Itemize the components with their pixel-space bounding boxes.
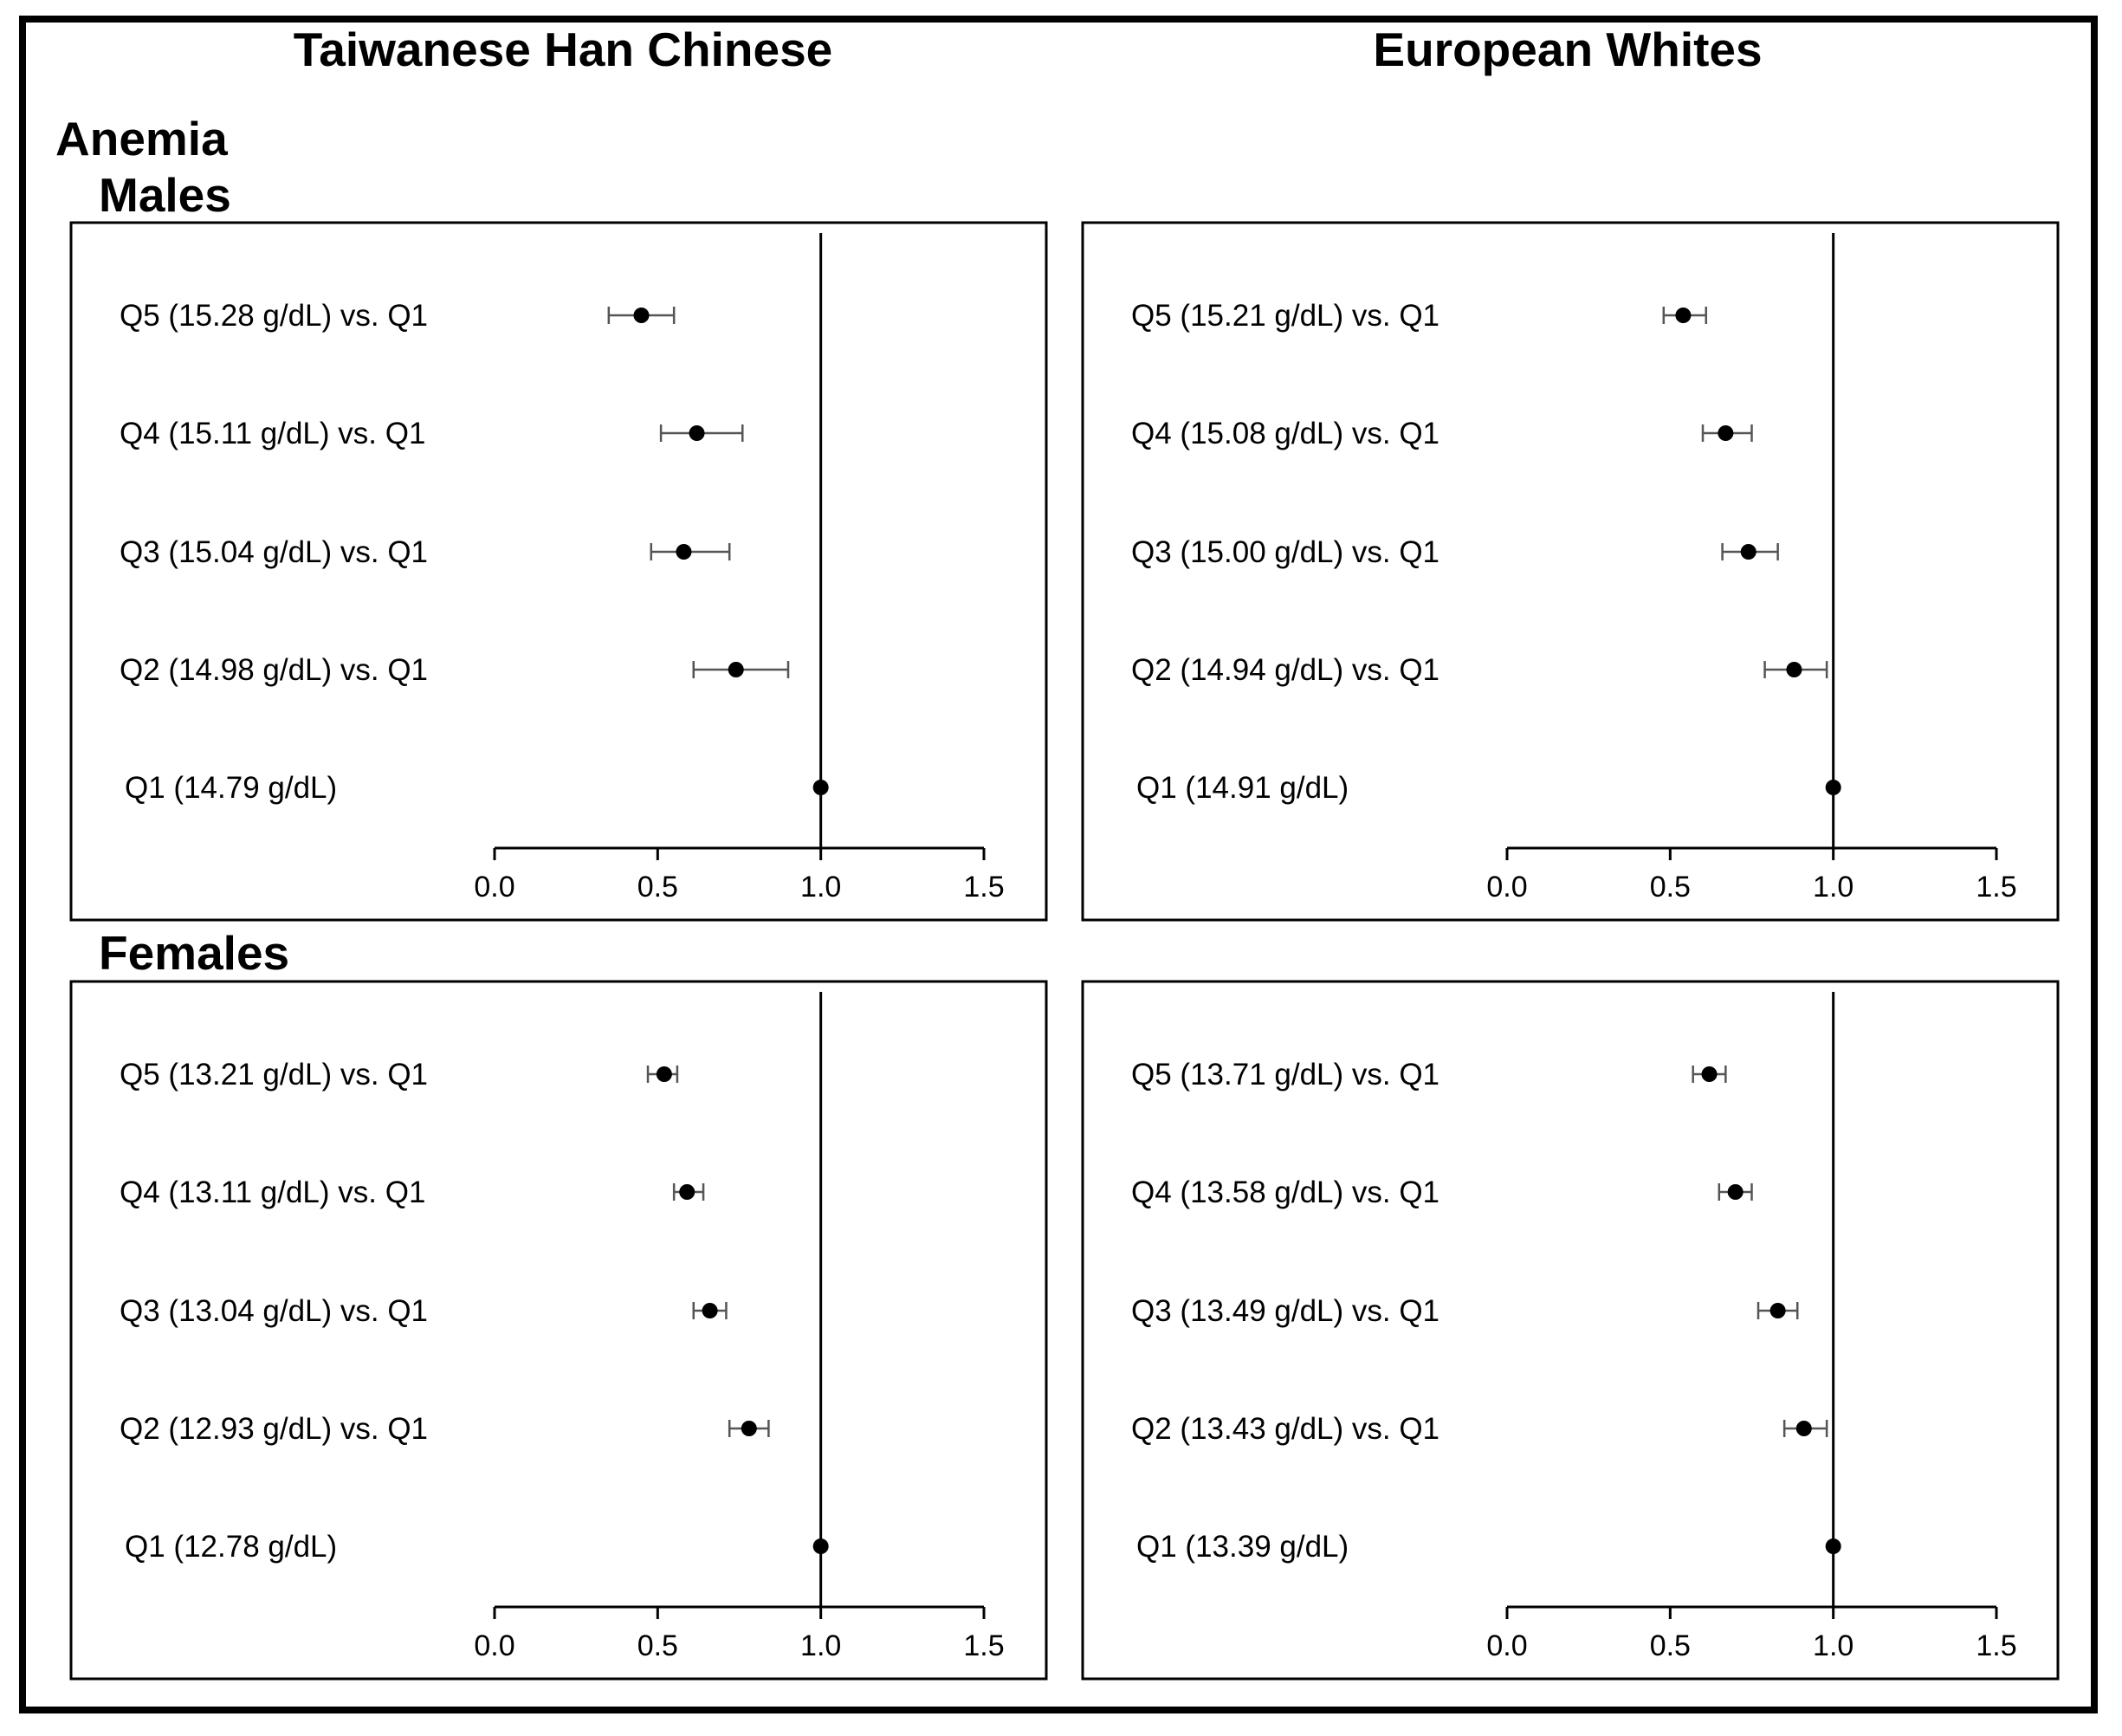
males-european-row-label: Q2 (14.94 g/dL) vs. Q1 xyxy=(1131,653,1439,687)
males-european-point xyxy=(1825,780,1841,795)
males-taiwanese-row-label: Q3 (15.04 g/dL) vs. Q1 xyxy=(120,535,428,569)
females-taiwanese-frame xyxy=(69,980,1048,1681)
males-european-point xyxy=(1675,308,1692,323)
females-european-x-tick-label: 1.5 xyxy=(1976,1629,2016,1662)
females-european-row-label: Q3 (13.49 g/dL) vs. Q1 xyxy=(1131,1294,1439,1328)
females-taiwanese-point xyxy=(656,1066,672,1082)
males-taiwanese-x-tick-label: 0.5 xyxy=(637,871,678,904)
column-title-taiwanese: Taiwanese Han Chinese xyxy=(293,23,833,76)
females-european-x-tick-label: 0.5 xyxy=(1650,1629,1691,1662)
males-european-row-label: Q4 (15.08 g/dL) vs. Q1 xyxy=(1131,417,1439,450)
females-taiwanese-row-label: Q1 (12.78 g/dL) xyxy=(125,1530,337,1564)
females-taiwanese-row-label: Q4 (13.11 g/dL) vs. Q1 xyxy=(120,1176,425,1209)
females-european-row-label: Q2 (13.43 g/dL) vs. Q1 xyxy=(1131,1412,1439,1446)
males-taiwanese-row-label: Q5 (15.28 g/dL) vs. Q1 xyxy=(120,299,428,333)
females-taiwanese-row-label: Q2 (12.93 g/dL) vs. Q1 xyxy=(120,1412,428,1446)
males-european-x-tick-label: 1.5 xyxy=(1976,871,2016,904)
females-taiwanese-x-tick-label: 0.5 xyxy=(637,1629,678,1662)
males-taiwanese-point xyxy=(812,780,829,795)
males-european-row-label: Q5 (15.21 g/dL) vs. Q1 xyxy=(1131,299,1439,333)
row-title-anemia: Anemia xyxy=(55,112,228,165)
males-european-point xyxy=(1786,662,1802,677)
males-european-row-label: Q1 (14.91 g/dL) xyxy=(1136,771,1349,805)
females-european-point xyxy=(1825,1538,1841,1554)
males-taiwanese-frame xyxy=(69,221,1048,922)
females-european-row-label: Q1 (13.39 g/dL) xyxy=(1136,1530,1349,1564)
females-european-x-tick-label: 1.0 xyxy=(1813,1629,1854,1662)
females-taiwanese-row-label: Q5 (13.21 g/dL) vs. Q1 xyxy=(120,1058,428,1091)
males-taiwanese-x-tick-label: 0.0 xyxy=(474,871,514,904)
males-european-x-tick-label: 0.5 xyxy=(1650,871,1691,904)
females-european-point xyxy=(1701,1066,1718,1082)
males-taiwanese-point xyxy=(728,662,744,677)
males-taiwanese-x-tick-label: 1.5 xyxy=(963,871,1004,904)
males-european-x-tick-label: 1.0 xyxy=(1813,871,1854,904)
females-taiwanese-point xyxy=(679,1184,695,1200)
females-european-row-label: Q5 (13.71 g/dL) vs. Q1 xyxy=(1131,1058,1439,1091)
females-european-x-tick-label: 0.0 xyxy=(1486,1629,1527,1662)
males-taiwanese-row-label: Q4 (15.11 g/dL) vs. Q1 xyxy=(120,417,425,450)
males-european-x-tick-label: 0.0 xyxy=(1486,871,1527,904)
males-european-frame xyxy=(1081,221,2060,922)
females-taiwanese-point xyxy=(702,1303,718,1318)
females-european-point xyxy=(1727,1184,1744,1200)
females-european-point xyxy=(1769,1303,1786,1318)
row-title-females: Females xyxy=(99,926,290,980)
column-title-european: European Whites xyxy=(1373,23,1763,76)
females-taiwanese-x-tick-label: 1.0 xyxy=(800,1629,841,1662)
males-european-point xyxy=(1740,544,1756,560)
females-european-point xyxy=(1795,1421,1812,1436)
males-european-point xyxy=(1718,425,1734,441)
females-european-frame xyxy=(1081,980,2060,1681)
females-taiwanese-point xyxy=(741,1421,757,1436)
males-taiwanese-point xyxy=(633,308,650,323)
males-taiwanese-point xyxy=(689,425,705,441)
females-taiwanese-point xyxy=(812,1538,829,1554)
males-taiwanese-x-tick-label: 1.0 xyxy=(800,871,841,904)
females-taiwanese-x-tick-label: 0.0 xyxy=(474,1629,514,1662)
figure-frame xyxy=(19,16,2098,1713)
males-taiwanese-row-label: Q1 (14.79 g/dL) xyxy=(125,771,337,805)
females-european-row-label: Q4 (13.58 g/dL) vs. Q1 xyxy=(1131,1176,1439,1209)
females-taiwanese-row-label: Q3 (13.04 g/dL) vs. Q1 xyxy=(120,1294,428,1328)
males-european-row-label: Q3 (15.00 g/dL) vs. Q1 xyxy=(1131,535,1439,569)
females-taiwanese-x-tick-label: 1.5 xyxy=(963,1629,1004,1662)
males-taiwanese-point xyxy=(676,544,692,560)
row-title-males: Males xyxy=(99,168,231,222)
males-taiwanese-row-label: Q2 (14.98 g/dL) vs. Q1 xyxy=(120,653,428,687)
